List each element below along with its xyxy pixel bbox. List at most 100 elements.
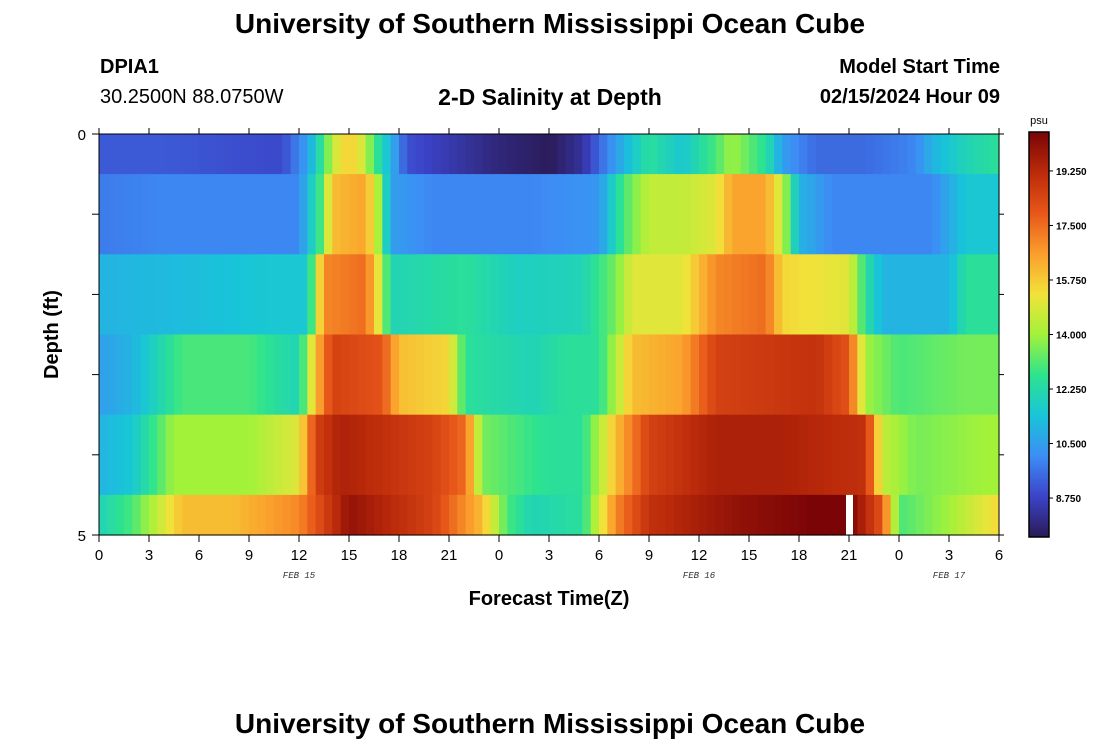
heat-cell	[382, 494, 392, 536]
heat-cell	[449, 174, 458, 255]
date-label: FEB 17	[933, 571, 966, 581]
heat-cell	[707, 494, 717, 536]
x-tick-label: 3	[945, 547, 953, 564]
heat-cell	[682, 254, 692, 336]
heat-cell	[990, 254, 1000, 336]
heat-cell	[132, 414, 142, 496]
heat-cell	[724, 414, 733, 496]
heat-cell	[290, 254, 300, 336]
x-tick-label: 9	[645, 547, 653, 564]
heat-cell	[574, 494, 583, 536]
heat-cell	[582, 254, 592, 336]
heat-cell	[365, 334, 375, 416]
heat-cell	[507, 334, 517, 416]
heat-cell	[290, 414, 300, 496]
heat-cell	[165, 134, 175, 175]
heat-cell	[632, 254, 642, 336]
heat-cell	[590, 254, 600, 336]
heat-cell	[649, 134, 658, 175]
x-tick-label: 3	[545, 547, 553, 564]
heat-cell	[415, 134, 425, 175]
heat-cell	[774, 134, 783, 175]
heat-cell	[257, 174, 267, 255]
heat-cell	[249, 414, 258, 496]
heat-cell	[399, 254, 408, 336]
heat-cell	[882, 254, 892, 336]
heat-cell	[424, 414, 433, 496]
heat-cell	[340, 254, 350, 336]
heat-cell	[274, 334, 283, 416]
heat-cell	[490, 414, 500, 496]
heat-cell	[265, 414, 275, 496]
heat-cell	[574, 174, 583, 255]
heat-cell	[807, 174, 817, 255]
x-tick-label: 9	[245, 547, 253, 564]
heat-cell	[949, 494, 958, 536]
heat-cell	[749, 334, 758, 416]
heat-cell	[482, 494, 492, 536]
heat-cell	[107, 174, 117, 255]
colorbar-tick-label: 19.250	[1056, 167, 1087, 178]
heat-cell	[757, 134, 767, 175]
heat-cell	[232, 334, 242, 416]
heat-cell	[557, 494, 567, 536]
heat-cell	[907, 494, 917, 536]
heat-cell	[782, 134, 792, 175]
heat-cell	[582, 334, 592, 416]
heat-cell	[140, 134, 150, 175]
heat-cell	[940, 174, 950, 255]
heat-cell	[307, 494, 317, 536]
heat-cell	[990, 414, 1000, 496]
heat-cell	[607, 334, 617, 416]
heat-cell	[132, 254, 142, 336]
heat-cell	[182, 414, 192, 496]
heat-cell	[665, 334, 675, 416]
y-tick-label: 0	[78, 127, 86, 144]
heat-cell	[240, 134, 250, 175]
heat-cell	[99, 134, 108, 175]
heat-cell	[832, 174, 842, 255]
heat-cell	[799, 134, 808, 175]
heat-cell	[665, 254, 675, 336]
heat-cell	[290, 174, 300, 255]
heat-cell	[865, 134, 875, 175]
heat-cell	[165, 254, 175, 336]
heat-cell	[715, 494, 725, 536]
x-tick-label: 6	[195, 547, 203, 564]
heat-cell	[965, 134, 975, 175]
heat-cell	[815, 134, 825, 175]
heat-cell	[199, 134, 208, 175]
heat-cell	[124, 134, 133, 175]
heat-cell	[190, 174, 200, 255]
heat-cell	[874, 134, 883, 175]
heat-cell	[499, 494, 508, 536]
heat-cell	[657, 334, 667, 416]
heat-cell	[515, 134, 525, 175]
heat-cell	[574, 134, 583, 175]
heat-cell	[524, 414, 533, 496]
heat-cell	[915, 414, 925, 496]
heat-cell	[449, 334, 458, 416]
heat-cell	[774, 334, 783, 416]
heat-cell	[924, 334, 933, 416]
heat-cell	[824, 254, 833, 336]
heat-cell	[274, 134, 283, 175]
heat-cell	[624, 494, 633, 536]
heat-cell	[615, 134, 625, 175]
heat-cell	[699, 134, 708, 175]
heat-cell	[249, 334, 258, 416]
heat-cell	[415, 254, 425, 336]
heat-cell	[640, 494, 650, 536]
heat-cell	[449, 494, 458, 536]
heat-cell	[674, 414, 683, 496]
heat-cell	[874, 334, 883, 416]
heat-cell	[582, 414, 592, 496]
heat-cell	[765, 494, 775, 536]
y-axis: 05	[78, 127, 1004, 545]
heat-cell	[715, 134, 725, 175]
heat-cell	[407, 254, 417, 336]
heat-cell	[432, 494, 442, 536]
heat-cell	[232, 414, 242, 496]
heat-cell	[232, 254, 242, 336]
heat-cell	[424, 254, 433, 336]
